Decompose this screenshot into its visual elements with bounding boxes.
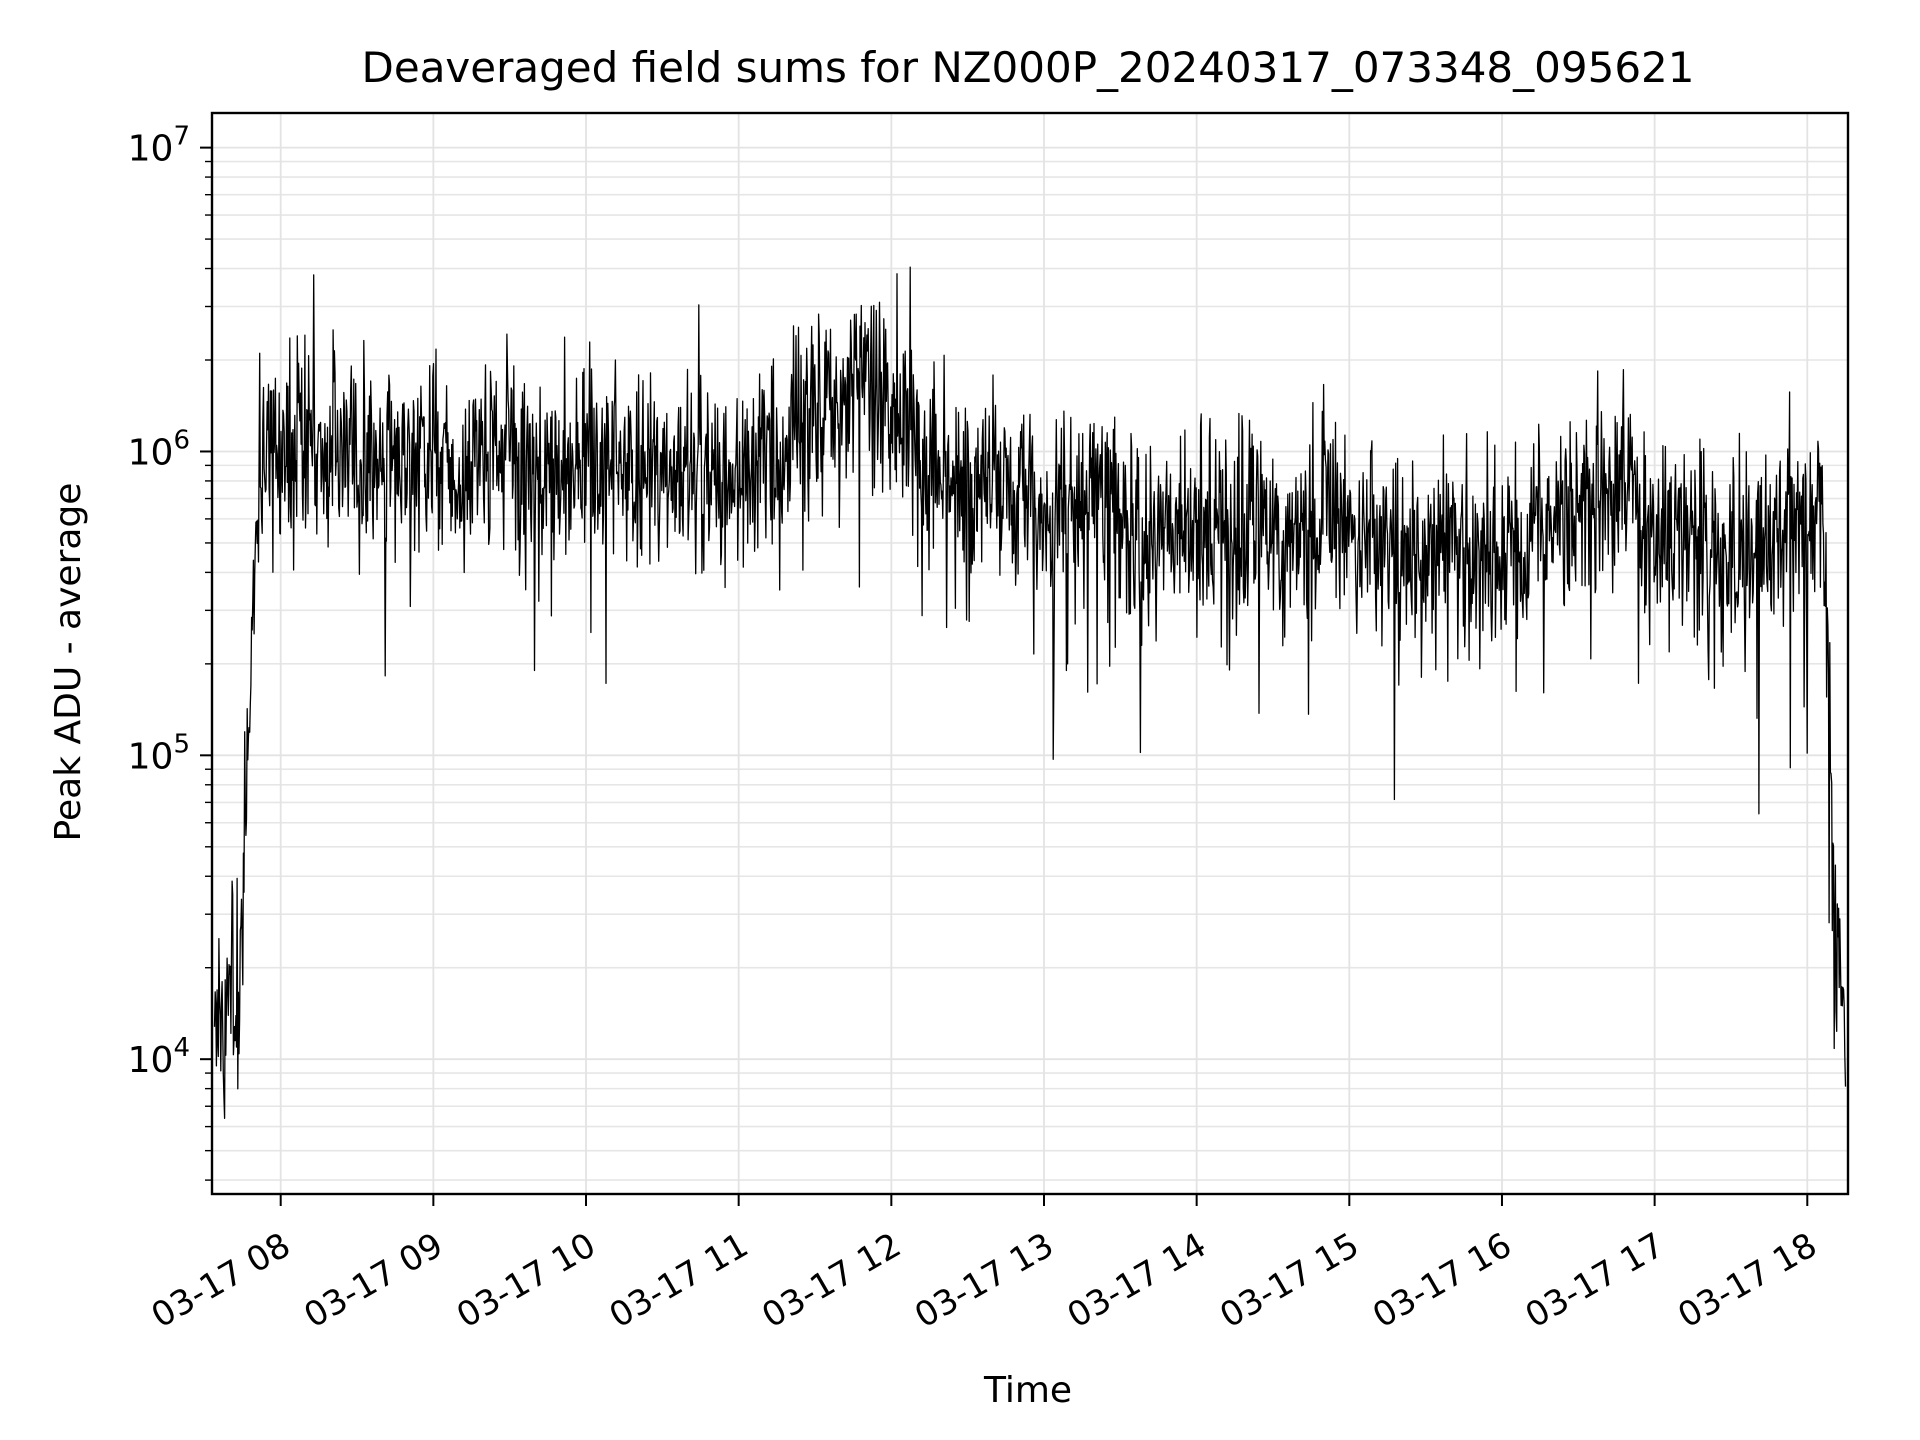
plot-frame (210, 111, 1850, 1196)
y-tick-label: 106 (128, 425, 190, 473)
y-tick-label: 105 (128, 729, 190, 777)
y-tick-label: 104 (128, 1033, 190, 1081)
major-gridlines (212, 113, 1848, 1194)
x-axis-label: Time (983, 1370, 1072, 1411)
y-tick-label: 107 (128, 122, 190, 170)
minor-gridlines (212, 160, 1848, 1181)
series-layer (213, 266, 1847, 1119)
chart-title: Deaveraged field sums for NZ000P_2024031… (362, 43, 1695, 92)
y-axis: 104 105 106 107 (128, 122, 212, 1181)
series-line (213, 266, 1847, 1119)
y-axis-label: Peak ADU - average (48, 483, 89, 842)
